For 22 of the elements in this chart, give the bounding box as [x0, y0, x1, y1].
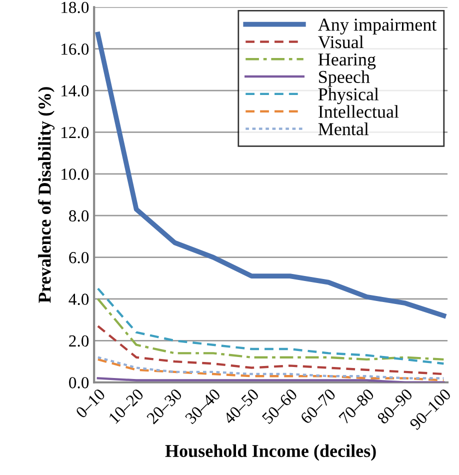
legend-label: Speech: [319, 70, 370, 87]
legend-label: Intellectual: [318, 105, 399, 118]
y-axis-title: Prevalence of Disability (%): [38, 87, 55, 303]
legend-label: Hearing: [318, 53, 376, 70]
line-series: [96, 287, 445, 365]
y-tick-label: 4.0: [68, 294, 89, 306]
y-tick-label: 8.0: [69, 210, 89, 222]
y-tick-label: 6.0: [69, 252, 89, 264]
y-tick-label: 12.0: [62, 126, 89, 138]
legend-label: Visual: [318, 36, 364, 48]
x-axis-title: Household Income (deciles): [165, 444, 376, 461]
y-tick-label: 16.0: [62, 44, 89, 55]
legend-label: Any impairment: [318, 18, 437, 34]
y-tick-label: 18.0: [62, 2, 89, 14]
line-series: [96, 298, 445, 361]
x-tick-label: 0–10: [75, 388, 106, 419]
y-tick-label: 14.0: [62, 85, 89, 97]
y-tick-label: 10.0: [62, 168, 89, 180]
legend-label: Mental: [318, 122, 369, 136]
y-tick-label: 2.0: [69, 335, 89, 347]
legend-label: Physical: [318, 88, 379, 104]
y-tick-label: 0.0: [69, 377, 89, 388]
